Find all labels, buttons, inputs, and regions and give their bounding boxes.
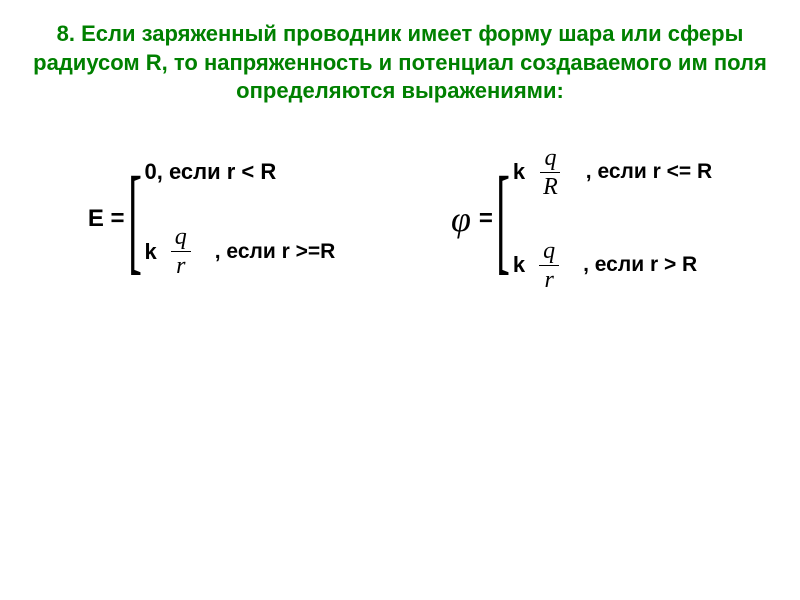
phi-case1-num: q (540, 146, 560, 173)
formulas-container: E = [ 0, если r < R k q r , если r >=R φ… (30, 146, 770, 292)
E-formula-block: E = [ 0, если r < R k q r , если r >=R (88, 159, 335, 278)
E-case2-fraction: q r (171, 225, 191, 278)
E-case2-cond: , если r >=R (215, 240, 336, 264)
phi-cases: k q R , если r <= R k q r , если r > R (513, 146, 712, 292)
phi-case1: k q R , если r <= R (513, 146, 712, 199)
E-case2: k q r , если r >=R (145, 225, 336, 278)
phi-symbol: φ (451, 198, 471, 240)
E-case2-den: r (171, 252, 191, 278)
phi-case1-den: R (539, 173, 562, 199)
phi-case1-coef: k (513, 159, 525, 185)
E-case1-text: 0, если r < R (145, 159, 277, 185)
E-case1: 0, если r < R (145, 159, 336, 185)
phi-case2-cond: , если r > R (583, 253, 697, 277)
phi-case2-fraction: q r (539, 239, 559, 292)
phi-case2-coef: k (513, 252, 525, 278)
E-lhs: E = (88, 205, 125, 233)
slide-title: 8. Если заряженный проводник имеет форму… (30, 20, 770, 106)
phi-formula-block: φ = [ k q R , если r <= R k q r , если r… (451, 146, 712, 292)
phi-case1-cond: , если r <= R (586, 160, 712, 184)
bracket-icon: [ (128, 162, 142, 276)
bracket-icon: [ (496, 162, 510, 276)
E-cases: 0, если r < R k q r , если r >=R (145, 159, 336, 278)
E-case2-num: q (171, 225, 191, 252)
phi-case2-den: r (539, 266, 559, 292)
phi-case2-num: q (539, 239, 559, 266)
phi-case2: k q r , если r > R (513, 239, 712, 292)
E-case2-coef: k (145, 239, 157, 265)
phi-case1-fraction: q R (539, 146, 562, 199)
phi-eq: = (479, 205, 493, 233)
